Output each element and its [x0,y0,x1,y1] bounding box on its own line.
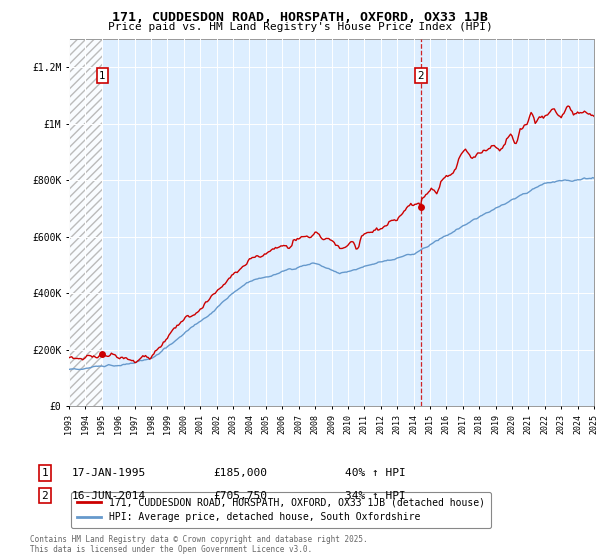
Text: 2: 2 [418,71,424,81]
Text: 16-JUN-2014: 16-JUN-2014 [72,491,146,501]
Text: Price paid vs. HM Land Registry's House Price Index (HPI): Price paid vs. HM Land Registry's House … [107,22,493,32]
Text: £185,000: £185,000 [213,468,267,478]
Text: 40% ↑ HPI: 40% ↑ HPI [345,468,406,478]
Text: 34% ↑ HPI: 34% ↑ HPI [345,491,406,501]
Text: 1: 1 [99,71,106,81]
Text: Contains HM Land Registry data © Crown copyright and database right 2025.
This d: Contains HM Land Registry data © Crown c… [30,535,368,554]
Text: £705,750: £705,750 [213,491,267,501]
Bar [69,39,103,406]
Text: 17-JAN-1995: 17-JAN-1995 [72,468,146,478]
Text: 2: 2 [41,491,49,501]
Bar [69,39,103,406]
Legend: 171, CUDDESDON ROAD, HORSPATH, OXFORD, OX33 1JB (detached house), HPI: Average p: 171, CUDDESDON ROAD, HORSPATH, OXFORD, O… [71,492,491,528]
Text: 1: 1 [41,468,49,478]
Text: 171, CUDDESDON ROAD, HORSPATH, OXFORD, OX33 1JB: 171, CUDDESDON ROAD, HORSPATH, OXFORD, O… [112,11,488,24]
